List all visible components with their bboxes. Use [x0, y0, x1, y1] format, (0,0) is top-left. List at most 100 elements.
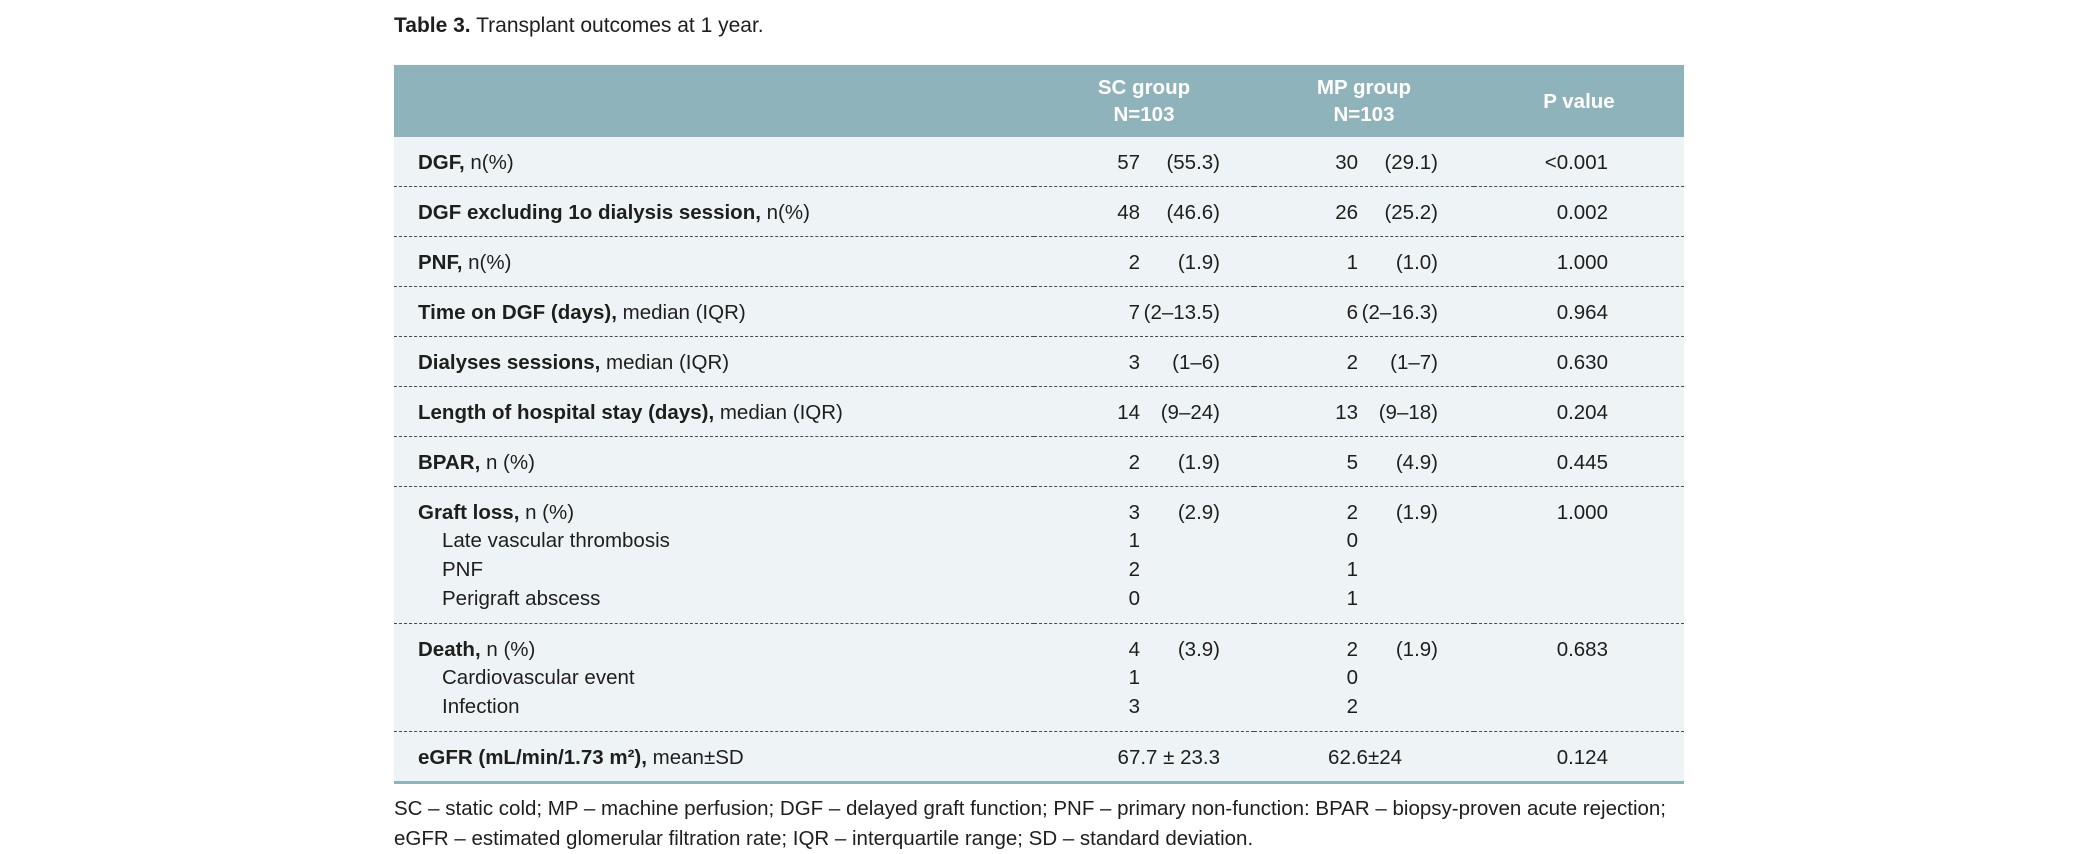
header-mp-n: N=103 — [1333, 103, 1395, 126]
value-pair: 2 (1.9) — [1254, 487, 1474, 526]
sub-value-count: 2 — [1346, 695, 1358, 718]
cell-variable: eGFR (mL/min/1.73 m²), mean±SD — [394, 731, 1034, 784]
value-count: 3 — [1128, 501, 1140, 524]
value-group: 3 (2.9) 1 2 0 — [1034, 487, 1254, 613]
cell-p: 0.124 — [1474, 731, 1684, 784]
cell-variable: PNF, n(%) — [394, 236, 1034, 287]
variable-label: BPAR, n (%) — [394, 437, 1034, 486]
value-group: 2 (1–7) — [1254, 337, 1474, 376]
variable-label: Length of hospital stay (days), median (… — [394, 387, 1034, 436]
cell-mp: 13 (9–18) — [1254, 386, 1474, 437]
value-count: 5 — [1346, 451, 1358, 474]
cell-mp: 1 (1.0) — [1254, 236, 1474, 287]
cell-p: 0.445 — [1474, 436, 1684, 487]
value-percent: (2–16.3) — [1361, 301, 1438, 324]
cell-variable: Dialyses sessions, median (IQR) — [394, 336, 1034, 387]
table-row-egfr: eGFR (mL/min/1.73 m²), mean±SD 67.7 ± 23.… — [394, 731, 1684, 784]
variable-unit: n(%) — [760, 201, 810, 224]
cell-sc: 3 (2.9) 1 2 0 — [1034, 486, 1254, 624]
value-count: 2 — [1346, 638, 1358, 661]
value-pair: 2 (1.9) — [1034, 237, 1254, 276]
value-pair: 2 (1.9) — [1034, 437, 1254, 476]
cell-variable: Death, n (%) Cardiovascular event Infectio… — [394, 623, 1034, 732]
sub-value-spacer — [1140, 584, 1220, 613]
p-value: 0.124 — [1556, 746, 1608, 769]
value-group: 2 (1.9) 0 2 — [1254, 624, 1474, 721]
sub-item-label: Late vascular thrombosis — [442, 529, 670, 552]
p-value: 1.000 — [1556, 501, 1608, 524]
variable-unit: median (IQR) — [600, 351, 730, 374]
cell-sc: 4 (3.9) 1 3 — [1034, 623, 1254, 732]
cell-sc: 3 (1–6) — [1034, 336, 1254, 387]
variable-label: DGF excluding 1o dialysis session, n(%) — [394, 187, 1034, 236]
sub-value-count: 2 — [1128, 558, 1140, 581]
variable-label: PNF, n(%) — [394, 237, 1034, 286]
variable-name: Graft loss, — [418, 501, 520, 524]
value-count: 2 — [1128, 251, 1140, 274]
value-count: 6 — [1346, 301, 1358, 324]
value-count: 7 — [1128, 301, 1140, 324]
sub-value: 0 — [1254, 663, 1474, 692]
value-pair: 2 (1–7) — [1254, 337, 1474, 376]
caption-label: Table 3. — [394, 14, 471, 37]
value-count: 14 — [1117, 401, 1140, 424]
table-caption: Table 3. Transplant outcomes at 1 year. — [394, 12, 1684, 40]
sub-value-spacer — [1140, 526, 1220, 555]
cell-p: <0.001 — [1474, 137, 1684, 187]
table-row: DGF, n(%) 57 (55.3) 30 (29.1) <0.001 — [394, 137, 1684, 187]
cell-sc: 2 (1.9) — [1034, 236, 1254, 287]
value-group: 48 (46.6) — [1034, 187, 1254, 226]
sub-value-count: 0 — [1346, 529, 1358, 552]
value-group: 1 (1.0) — [1254, 237, 1474, 276]
sub-item-label: Perigraft abscess — [442, 587, 601, 610]
cell-p: 0.204 — [1474, 386, 1684, 437]
cell-sc: 14 (9–24) — [1034, 386, 1254, 437]
p-value: 0.630 — [1556, 351, 1608, 374]
value-count: 13 — [1335, 401, 1358, 424]
variable-unit: n (%) — [480, 638, 536, 661]
cell-mp: 2 (1.9) 0 1 1 — [1254, 486, 1474, 624]
value-percent: (3.9) — [1177, 638, 1220, 661]
sub-value-spacer — [1358, 555, 1438, 584]
sub-value-spacer — [1358, 584, 1438, 613]
cell-mp: 2 (1.9) 0 2 — [1254, 623, 1474, 732]
sub-value: 0 — [1034, 584, 1254, 613]
header-p-value: P value — [1543, 89, 1615, 113]
value-group: 4 (3.9) 1 3 — [1034, 624, 1254, 721]
table-row-graft: Graft loss, n (%) Late vascular thrombosi… — [394, 486, 1684, 624]
sub-value: 1 — [1034, 526, 1254, 555]
value-group: 6 (2–16.3) — [1254, 287, 1474, 326]
cell-p: 1.000 — [1474, 486, 1684, 624]
sub-value-count: 1 — [1128, 666, 1140, 689]
variable-name: Dialyses sessions, — [418, 351, 601, 374]
sub-value: 2 — [1254, 692, 1474, 721]
outcomes-table: SC group N=103 MP group N=103 P value DGF,… — [394, 65, 1684, 784]
value-count: 2 — [1346, 501, 1358, 524]
cell-sc: 7 (2–13.5) — [1034, 286, 1254, 337]
sub-value: 1 — [1254, 555, 1474, 584]
value-group: 26 (25.2) — [1254, 187, 1474, 226]
value-percent: (1–6) — [1172, 351, 1220, 374]
p-value: 0.002 — [1556, 201, 1608, 224]
sub-value: 2 — [1034, 555, 1254, 584]
value-pair: 6 (2–16.3) — [1254, 287, 1474, 326]
value-pair: 5 (4.9) — [1254, 437, 1474, 476]
sub-value-count: 0 — [1346, 666, 1358, 689]
p-value: <0.001 — [1544, 151, 1608, 174]
p-value: 0.445 — [1556, 451, 1608, 474]
header-mp-title: MP group — [1316, 76, 1412, 99]
value-count: 30 — [1335, 151, 1358, 174]
value-percent: (1.9) — [1395, 501, 1438, 524]
value-count: 26 — [1335, 201, 1358, 224]
variable-name: Length of hospital stay (days), — [418, 401, 715, 424]
header-sc-group: SC group N=103 — [1034, 65, 1254, 137]
value-group: 57 (55.3) — [1034, 137, 1254, 176]
value-percent: (2–13.5) — [1143, 301, 1220, 324]
variable-label: Graft loss, n (%) Late vascular thrombosi… — [394, 487, 1034, 623]
value-pair: 30 (29.1) — [1254, 137, 1474, 176]
value-pair: 13 (9–18) — [1254, 387, 1474, 426]
value-pair: 14 (9–24) — [1034, 387, 1254, 426]
value-count: 57 — [1117, 151, 1140, 174]
p-value: 0.964 — [1556, 301, 1608, 324]
variable-label: Death, n (%) Cardiovascular event Infectio… — [394, 624, 1034, 731]
